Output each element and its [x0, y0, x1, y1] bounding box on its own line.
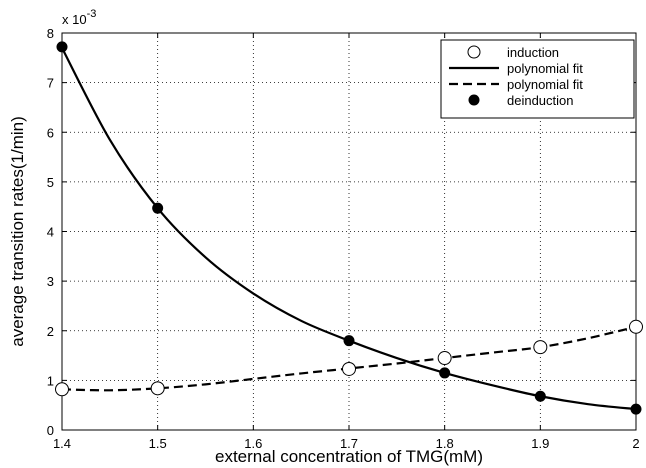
x-tick-label: 1.9	[531, 436, 549, 451]
x-tick-label: 1.5	[149, 436, 167, 451]
y-exponent-label: x 10-3	[62, 8, 96, 27]
y-axis-label: average transition rates(1/min)	[8, 116, 27, 347]
data-point	[630, 403, 642, 415]
x-tick-label: 1.4	[53, 436, 71, 451]
legend-marker-filled-circle	[468, 94, 480, 106]
data-point	[439, 367, 451, 379]
data-point	[55, 382, 69, 397]
series-points-0	[55, 319, 643, 397]
x-tick-label: 1.7	[340, 436, 358, 451]
y-tick-label: 2	[47, 324, 54, 339]
legend-label: polynomial fit	[507, 77, 583, 92]
y-tick-label: 8	[47, 26, 54, 41]
x-tick-label: 1.8	[436, 436, 454, 451]
x-tick-label: 1.6	[244, 436, 262, 451]
data-point	[533, 340, 548, 355]
x-axis-label: external concentration of TMG(mM)	[215, 447, 483, 466]
data-point	[56, 41, 68, 53]
legend-marker-open-circle	[467, 45, 481, 59]
y-tick-label: 5	[47, 175, 54, 190]
data-point	[534, 390, 546, 402]
y-tick-label: 0	[47, 423, 54, 438]
data-point	[629, 319, 643, 334]
y-tick-label: 7	[47, 76, 54, 91]
data-point	[150, 381, 165, 396]
data-point	[342, 361, 356, 376]
y-tick-label: 6	[47, 125, 54, 140]
x-tick-label: 2	[632, 436, 639, 451]
data-point	[343, 335, 355, 347]
y-tick-label: 4	[47, 225, 54, 240]
data-point	[437, 351, 452, 366]
legend-label: induction	[507, 45, 559, 60]
y-tick-label: 1	[47, 373, 54, 388]
y-tick-label: 3	[47, 274, 54, 289]
legend-label: polynomial fit	[507, 61, 583, 76]
y-exponent-power: -3	[87, 8, 97, 20]
data-point	[152, 202, 164, 214]
series-points-3	[56, 41, 642, 415]
legend-label: deinduction	[507, 93, 574, 108]
